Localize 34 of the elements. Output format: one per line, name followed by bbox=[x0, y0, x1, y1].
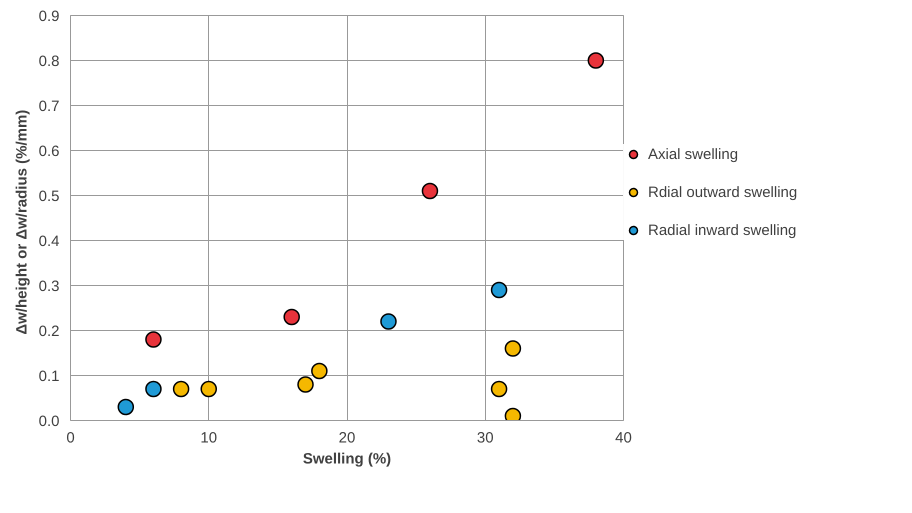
point bbox=[490, 380, 508, 398]
y-tick-label: 0.6 bbox=[38, 143, 60, 160]
point bbox=[118, 398, 134, 416]
point bbox=[283, 308, 300, 326]
y-tick-label: 0.2 bbox=[38, 323, 60, 340]
x-tick-label: 30 bbox=[476, 430, 494, 446]
point bbox=[504, 340, 522, 357]
legend-label: Rdial outward swelling bbox=[648, 184, 798, 200]
point bbox=[588, 52, 604, 69]
x-axis-title: Swelling (%) bbox=[302, 450, 392, 468]
y-tick-label: 0.8 bbox=[38, 53, 60, 70]
y-tick-label: 0.4 bbox=[38, 233, 60, 250]
legend-label: Axial swelling bbox=[648, 146, 740, 162]
point bbox=[145, 331, 162, 348]
x-tick-label: 20 bbox=[338, 430, 356, 446]
y-tick-label: 0.7 bbox=[38, 98, 60, 115]
y-tick-label: 0.1 bbox=[38, 368, 60, 385]
point bbox=[172, 380, 190, 398]
x-tick-label: 40 bbox=[615, 430, 632, 446]
point bbox=[297, 376, 314, 393]
y-tick-label: 0.5 bbox=[38, 188, 60, 205]
legend-label: Radial inward swelling bbox=[648, 222, 798, 238]
point bbox=[422, 182, 438, 200]
y-tick-label: 0.0 bbox=[38, 413, 60, 430]
x-tick-label: 10 bbox=[200, 430, 218, 446]
y-tick-label: 0.3 bbox=[38, 278, 60, 295]
point bbox=[380, 313, 397, 330]
y-axis-title: Δw/height or Δw/radius (%/mm) bbox=[14, 110, 31, 335]
y-tick-label: 0.9 bbox=[38, 8, 60, 25]
point bbox=[311, 362, 328, 380]
point bbox=[490, 282, 508, 298]
point bbox=[145, 380, 162, 398]
point bbox=[200, 380, 217, 398]
x-tick-label: 0 bbox=[66, 430, 75, 446]
